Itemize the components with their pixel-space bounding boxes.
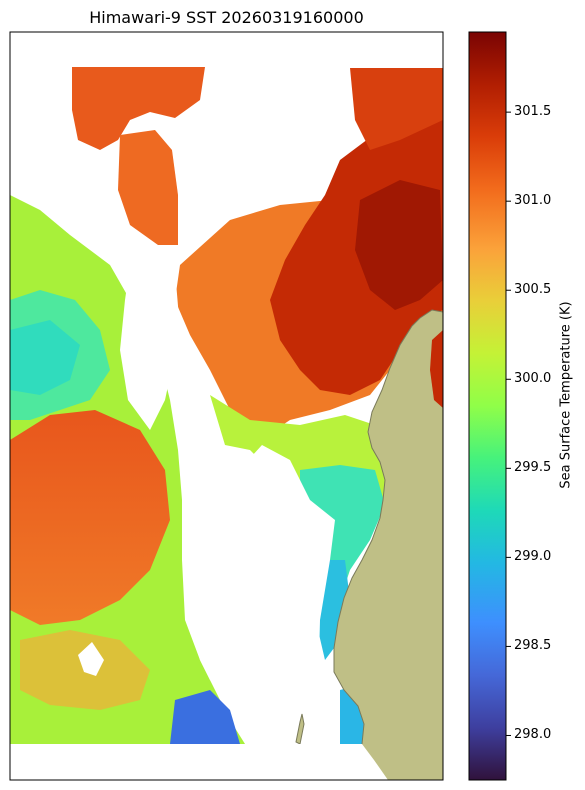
map-frame [9,31,444,781]
sst-region-south-blue [170,690,240,744]
colorbar-tick-label: 300.0 [514,371,552,387]
small-island [295,713,305,745]
colorbar-tick-label: 300.5 [514,282,552,298]
colorbar [468,31,507,781]
sst-region-west-orange [10,410,170,625]
colorbar-label: Sea Surface Temperature (K) [558,301,574,489]
colorbar-ticks [506,111,511,736]
colorbar-tick-label: 299.0 [514,549,552,565]
land-mass [333,309,443,780]
colorbar-tick-label: 301.5 [514,104,552,120]
colorbar-tick-label: 301.0 [514,193,552,209]
map-title: Himawari-9 SST 20260319160000 [89,8,364,27]
sst-region-north-orange [72,67,205,150]
colorbar-tick-label: 299.5 [514,460,552,476]
sst-field [10,32,443,780]
colorbar-tick-label: 298.0 [514,727,552,743]
colorbar-tick-label: 298.5 [514,638,552,654]
